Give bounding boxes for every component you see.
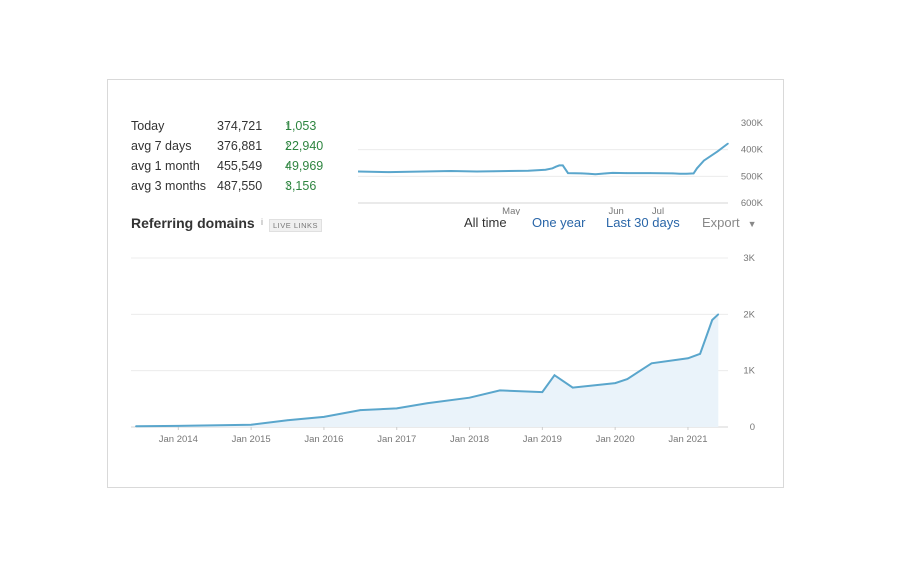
x-tick-label: Jan 2019 xyxy=(523,434,562,445)
x-tick-label: Jan 2015 xyxy=(232,434,271,445)
data-point xyxy=(649,172,652,174)
data-point xyxy=(571,386,574,389)
data-point xyxy=(562,164,564,167)
data-point xyxy=(692,172,695,175)
data-point xyxy=(551,167,554,170)
data-point xyxy=(687,357,689,360)
series-area xyxy=(135,314,719,427)
data-point xyxy=(426,402,428,405)
y-tick-label: 600K xyxy=(741,198,763,209)
info-icon[interactable]: i xyxy=(261,217,263,227)
stat-value: 376,881 xyxy=(217,139,263,153)
data-point xyxy=(614,382,616,384)
data-point xyxy=(135,425,137,427)
stat-label: Today xyxy=(131,119,165,133)
y-tick-label: 3K xyxy=(743,253,755,264)
rank-mini-chart: 300K 400K 500K 600K May Jun Jul xyxy=(358,118,763,215)
stat-value: 487,550 xyxy=(217,179,263,193)
caret-down-icon: ▼ xyxy=(747,219,757,229)
stat-delta-value: 1,053 xyxy=(285,119,317,133)
stat-delta-value: 49,969 xyxy=(285,159,324,173)
stat-value: 374,721 xyxy=(217,119,263,133)
data-point xyxy=(605,172,607,175)
x-tick-label: Jan 2020 xyxy=(596,434,635,445)
x-tick-label: Jun xyxy=(608,206,623,215)
data-point xyxy=(422,170,425,173)
data-point xyxy=(727,142,729,145)
x-tick-label: Jan 2021 xyxy=(668,434,707,445)
data-point xyxy=(553,374,556,376)
up-arrow-icon: ↑ xyxy=(285,120,291,132)
x-tick-label: Jan 2016 xyxy=(304,434,343,445)
data-point xyxy=(650,362,653,365)
y-tick-label: 2K xyxy=(743,309,755,320)
up-arrow-icon: ↑ xyxy=(285,140,291,152)
data-point xyxy=(580,172,583,175)
tab-one-year[interactable]: One year xyxy=(532,215,586,230)
data-point xyxy=(567,172,569,174)
data-point xyxy=(544,168,547,171)
data-point xyxy=(594,173,597,175)
up-arrow-icon: ↑ xyxy=(285,160,291,172)
data-point xyxy=(611,172,614,174)
data-point xyxy=(177,425,180,427)
live-links-badge[interactable]: LIVE LINKS xyxy=(269,219,323,232)
data-point xyxy=(388,171,390,173)
data-point xyxy=(685,172,688,175)
stat-label: avg 7 days xyxy=(131,139,192,153)
stat-label: avg 1 month xyxy=(131,159,200,173)
y-tick-label: 0 xyxy=(750,422,755,433)
data-point xyxy=(699,353,701,355)
data-point xyxy=(558,164,561,167)
stat-label: avg 3 months xyxy=(131,179,207,193)
data-point xyxy=(468,396,471,399)
data-point xyxy=(359,409,362,411)
data-point xyxy=(717,313,720,316)
x-tick-label: May xyxy=(502,206,520,215)
referring-domains-card: Today 374,721 ↑ 1,053 avg 7 days 376,881 … xyxy=(107,79,784,488)
data-point xyxy=(527,169,530,172)
x-tick-label: Jul xyxy=(652,206,664,215)
data-point xyxy=(716,150,719,153)
referring-domains-header: Referring domains i LIVE LINKS All time … xyxy=(131,214,761,236)
data-point xyxy=(286,419,289,421)
data-point xyxy=(493,170,495,173)
export-button[interactable]: Export ▼ xyxy=(702,215,757,230)
data-point xyxy=(703,159,705,162)
data-point xyxy=(358,170,359,173)
data-point xyxy=(250,423,252,426)
data-point xyxy=(555,165,557,168)
data-point xyxy=(450,170,452,172)
data-point xyxy=(475,170,478,173)
up-arrow-icon: ↑ xyxy=(285,180,291,192)
stat-delta-value: 3,156 xyxy=(285,179,317,193)
data-point xyxy=(626,378,629,380)
stat-value: 455,549 xyxy=(217,159,263,173)
x-tick-label: Jan 2017 xyxy=(377,434,416,445)
data-point xyxy=(499,389,501,392)
y-tick-label: 1K xyxy=(743,366,755,377)
data-point xyxy=(711,319,713,321)
data-point xyxy=(541,391,544,393)
y-tick-label: 300K xyxy=(741,118,763,129)
y-tick-label: 400K xyxy=(741,145,763,156)
referring-domains-chart: 3K 2K 1K 0 Jan 2014 Jan 2015 Jan 2016 Jan 2017 J… xyxy=(131,253,756,445)
tab-last-30-days[interactable]: Last 30 days xyxy=(606,215,680,230)
data-point xyxy=(679,172,681,175)
y-tick-label: 500K xyxy=(741,171,763,182)
section-title: Referring domains xyxy=(131,215,255,231)
tab-all-time[interactable]: All time xyxy=(464,215,507,230)
x-tick-label: Jan 2018 xyxy=(450,434,489,445)
data-point xyxy=(323,416,325,418)
stat-delta-value: 22,940 xyxy=(285,139,324,153)
data-point xyxy=(625,172,628,174)
data-point xyxy=(705,336,707,338)
export-label: Export xyxy=(702,215,740,230)
data-point xyxy=(672,172,674,175)
data-point xyxy=(395,407,398,410)
x-tick-label: Jan 2014 xyxy=(159,434,198,445)
data-point xyxy=(696,167,698,170)
data-point xyxy=(587,172,590,175)
series-line xyxy=(358,142,729,176)
